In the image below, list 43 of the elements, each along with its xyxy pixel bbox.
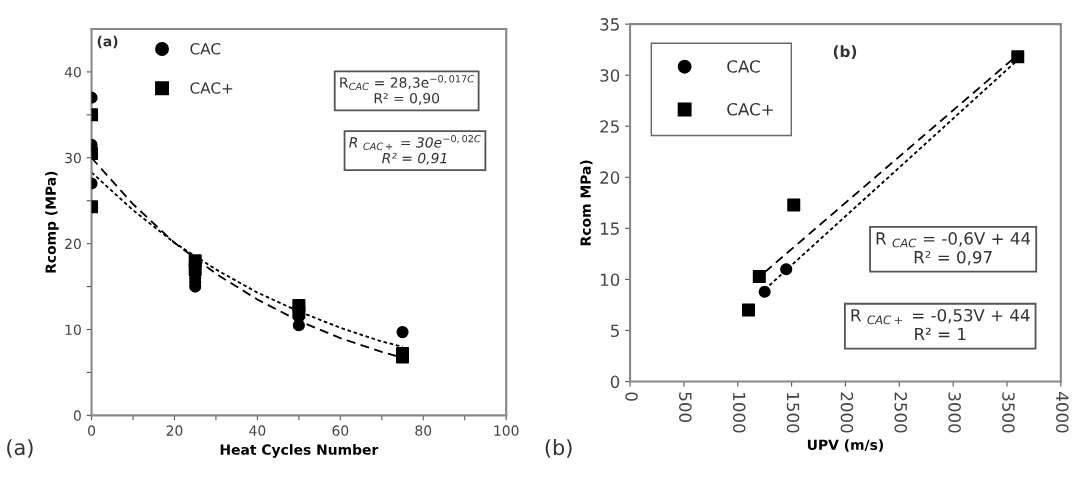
y-tick-label: 5	[611, 324, 619, 338]
x-axis-title: Heat Cycles Number	[220, 444, 379, 458]
y-tick-label: 25	[600, 120, 619, 133]
annotation: R$_{CAC}$ = 28,3e$^{−0,017C}$ R² = 0,90	[340, 75, 474, 105]
legend-label: CAC+	[727, 102, 773, 116]
x-tick-label: 2000	[840, 392, 854, 433]
x-tick-label: 500	[679, 392, 692, 422]
y-tick-label: 30	[65, 152, 81, 164]
x-tick-label: 20	[166, 425, 183, 436]
x-tick-label: 1500	[786, 393, 800, 433]
x-tick-label: 4000	[1056, 392, 1069, 433]
x-tick-label: 80	[415, 425, 432, 436]
y-tick-label: 35	[600, 18, 619, 31]
y-tick-label: 10	[65, 324, 81, 335]
annotation: R $_{CAC+}$ = 30e$^{−0,02C}$ R² = 0,91	[349, 134, 481, 165]
text: (a)	[7, 439, 33, 458]
y-axis-title: Rcom MPa)	[580, 160, 593, 246]
annotation: R $_{CAC+}$ = -0,53V + 44 R² = 1	[851, 308, 1030, 341]
legend-label: CAC	[190, 43, 221, 55]
x-tick-label: 100	[494, 425, 519, 436]
y-tick-label: 0	[610, 375, 620, 389]
x-tick-label: 3500	[1002, 392, 1015, 433]
legend-label: CAC	[727, 60, 760, 73]
y-tick-label: 20	[600, 171, 620, 184]
legend-label: CAC+	[190, 82, 233, 94]
annotation: (b)	[833, 45, 857, 59]
text: (b)	[545, 439, 572, 458]
x-tick-label: 40	[249, 425, 266, 436]
y-tick-label: 20	[65, 238, 81, 250]
x-tick-label: 0	[88, 425, 96, 436]
annotation: (a)	[97, 35, 118, 49]
x-tick-label: 3000	[948, 392, 961, 433]
y-tick-label: 40	[64, 66, 81, 78]
annotation: R $_{CAC}$ = -0,6V + 44 R² = 0,97	[876, 232, 1031, 266]
y-tick-label: 30	[600, 69, 620, 82]
x-tick-label: 2500	[894, 392, 908, 433]
y-tick-label: 10	[600, 273, 620, 287]
x-tick-label: 60	[332, 425, 349, 436]
x-tick-label: 1000	[732, 393, 746, 433]
y-tick-label: 15	[600, 222, 619, 235]
x-axis-title: UPV (m/s)	[807, 439, 884, 452]
x-tick-label: 0	[625, 392, 638, 401]
y-axis-title: Rcomp (MPa)	[45, 171, 59, 273]
